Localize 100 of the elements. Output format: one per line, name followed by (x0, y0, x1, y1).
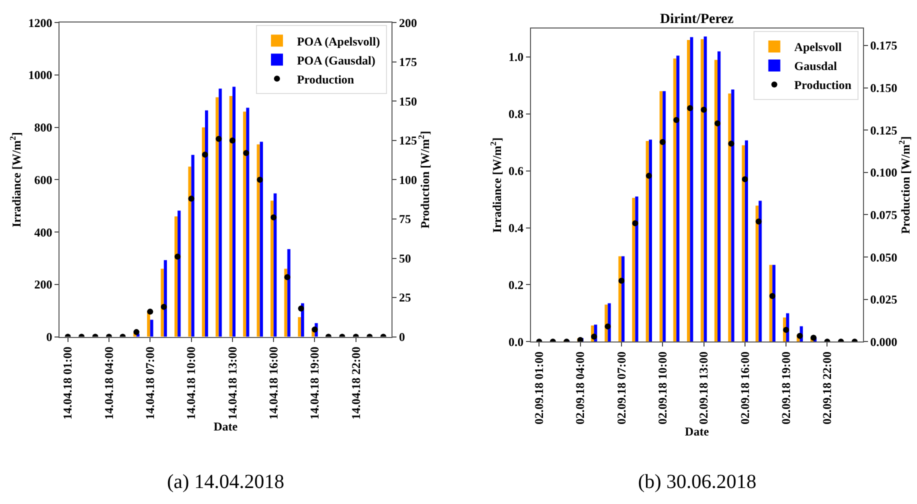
y2-tick-label: 25 (398, 290, 411, 305)
bar (618, 256, 622, 342)
bar (188, 166, 192, 337)
point (577, 336, 584, 342)
x-tick-label: 02.09.18 04:00 (573, 351, 588, 424)
point (298, 306, 304, 312)
bar (772, 264, 776, 342)
text: (b) 30.06.2018 (638, 471, 756, 493)
point (783, 326, 790, 333)
point (646, 172, 652, 179)
point (160, 304, 167, 310)
bar (216, 97, 219, 337)
legend-label: Production (794, 78, 852, 92)
y2-tick-label: 0.125 (870, 123, 898, 138)
x-tick-label: 14.04.18 19:00 (308, 346, 322, 420)
bar (744, 140, 748, 342)
legend-label: Gausdal (794, 59, 838, 74)
y-tick-label: 0.0 (508, 334, 524, 349)
y-tick-label: 1000 (28, 68, 52, 82)
point (243, 150, 250, 156)
bar (690, 37, 694, 342)
point (728, 140, 734, 147)
text: (a) 14.04.2018 (167, 471, 284, 493)
bar (164, 260, 167, 337)
bar (673, 58, 676, 342)
y-tick-label: 1200 (28, 16, 52, 30)
y-tick-label: 0 (46, 330, 52, 344)
legend-label: POA (Apelsvoll) (296, 34, 380, 48)
bar (232, 86, 236, 337)
bar (662, 91, 666, 342)
x-tick-label: 14.04.18 07:00 (143, 346, 158, 420)
bar (287, 249, 290, 337)
bar (150, 320, 154, 337)
bar (635, 196, 638, 342)
y2-tick-label: 0.050 (870, 250, 898, 264)
bar (769, 264, 772, 342)
point (147, 308, 154, 315)
bar (660, 91, 663, 342)
point (810, 334, 817, 341)
legend-label: POA (Gausdal) (296, 53, 376, 68)
point (604, 323, 611, 330)
y2-tick-label: 200 (398, 16, 417, 30)
bar (298, 317, 302, 337)
x-tick-label: 02.09.18 13:00 (696, 351, 711, 424)
x-tick-label: 14.04.18 10:00 (184, 346, 198, 420)
y-tick-label: 400 (34, 225, 52, 240)
y-tick-label: 1.0 (508, 50, 524, 64)
x-tick-label: 02.09.18 07:00 (614, 351, 628, 424)
y2-tick-label: 150 (398, 94, 417, 108)
y-tick-label: 800 (34, 120, 52, 135)
point (270, 214, 277, 220)
y-tick-label: 0.6 (508, 164, 524, 178)
y2-tick-label: 175 (398, 55, 417, 70)
y2-tick-label: 0.150 (870, 81, 898, 95)
y2-tick-label: 100 (398, 172, 417, 187)
y-tick-label: 0.8 (508, 107, 524, 122)
bar (756, 206, 759, 342)
x-tick-label: 14.04.18 13:00 (225, 346, 240, 420)
y2-tick-label: 75 (398, 212, 411, 226)
y2-tick-label: 0 (398, 330, 405, 344)
bar (731, 89, 734, 342)
bar (758, 200, 762, 342)
bar (270, 200, 274, 337)
bar (717, 51, 721, 342)
bar (646, 140, 649, 342)
y2-tick-label: 0.075 (870, 208, 898, 222)
x-tick-label: 02.09.18 10:00 (656, 351, 670, 424)
x-tick-label: 14.04.18 16:00 (266, 346, 280, 420)
x-tick-label: 02.09.18 16:00 (738, 351, 752, 424)
x-tick-label: 02.09.18 19:00 (778, 351, 793, 424)
bar (174, 216, 178, 337)
point (618, 278, 624, 284)
y2-tick-label: 0.100 (870, 166, 898, 180)
point (796, 332, 803, 339)
bar (704, 36, 707, 342)
y-tick-label: 0.4 (508, 221, 524, 236)
x-tick-label: 14.04.18 22:00 (348, 346, 363, 420)
bar (202, 127, 206, 337)
point (714, 120, 720, 126)
point (174, 254, 181, 260)
bar (256, 144, 260, 337)
legend-label: Production (296, 72, 354, 86)
bar (284, 268, 288, 337)
point (687, 105, 694, 112)
point (188, 196, 194, 202)
bar (160, 268, 164, 337)
bar (648, 140, 652, 342)
chart-title: Dirint/Perez (660, 12, 734, 27)
y-tick-label: 0.2 (508, 278, 524, 292)
y2-tick-label: 0.025 (870, 292, 898, 307)
bar (178, 210, 181, 337)
y2-tick-label: 125 (398, 134, 417, 148)
bar (274, 193, 277, 337)
bar (191, 154, 194, 337)
bar (205, 110, 208, 337)
point (756, 218, 762, 224)
x-tick-label: 14.04.18 01:00 (60, 346, 75, 420)
point (632, 220, 638, 226)
point (256, 176, 263, 183)
bar (632, 198, 636, 342)
